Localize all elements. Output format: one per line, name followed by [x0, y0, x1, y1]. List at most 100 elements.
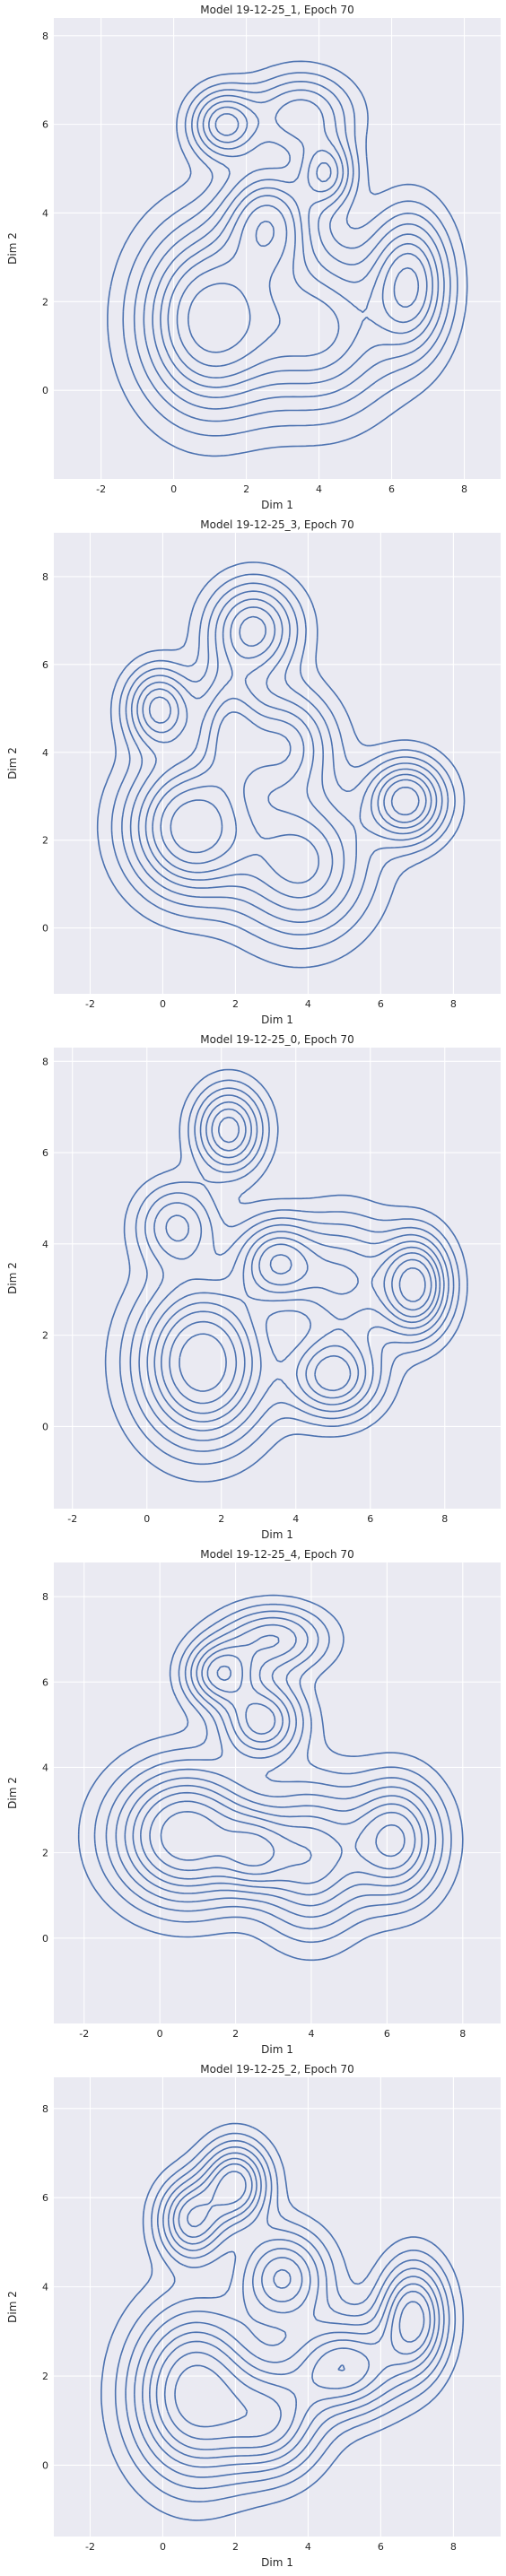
y-tick-label: 8 [42, 571, 48, 583]
density-contour-level-1 [107, 60, 468, 457]
x-axis-label: Dim 1 [261, 2043, 293, 2056]
density-contour-level-8 [160, 785, 420, 865]
density-contour-level-4 [129, 590, 443, 923]
density-contour-level-3 [133, 81, 451, 422]
x-tick-label: 8 [459, 2028, 466, 2040]
chart-panel-2: -2 0 2 4 6 8 0 2 4 6 8 Model 19-12-25_3, Epoch 70 … [0, 515, 506, 1033]
density-contour-level-2 [122, 72, 458, 437]
x-tick-label: 4 [316, 483, 322, 495]
density-contour-level-5 [136, 598, 438, 911]
x-tick-label: 0 [157, 2028, 163, 2040]
y-tick-label: 8 [42, 1056, 48, 1067]
chart-title: Model 19-12-25_2, Epoch 70 [200, 2063, 353, 2076]
chart-panel-3: -2 0 2 4 6 8 0 2 4 6 8 Model 19-12-25_0, Epoch 70 … [0, 1030, 506, 1548]
y-tick-label: 4 [42, 1239, 48, 1250]
tick-labels: -2 0 2 4 6 8 0 2 4 6 8 [42, 2103, 457, 2553]
x-tick-label: 2 [232, 2028, 239, 2040]
chart-panel-1: -2 0 2 4 6 8 0 2 4 6 8 Model 19-12-25_1, Epoch 70 … [0, 0, 506, 518]
x-tick-label: 6 [378, 998, 384, 1010]
density-contour-level-2 [114, 2132, 457, 2502]
tick-labels: -2 0 2 4 6 8 0 2 4 6 8 [42, 30, 467, 495]
y-tick-label: 0 [42, 1421, 48, 1432]
density-contour-level-1 [104, 1068, 468, 1483]
x-tick-label: 8 [441, 1513, 448, 1525]
x-tick-label: -2 [67, 1513, 77, 1525]
chart-title: Model 19-12-25_1, Epoch 70 [200, 4, 353, 16]
density-contour-level-8 [149, 1665, 406, 1875]
density-contour-level-4 [134, 2145, 445, 2478]
y-tick-label: 6 [42, 119, 48, 131]
density-contour-level-2 [118, 1079, 460, 1466]
x-tick-label: 4 [292, 1513, 299, 1525]
x-tick-label: 2 [218, 1513, 224, 1525]
density-contour-level-6 [149, 2157, 436, 2459]
y-tick-label: 8 [42, 2103, 48, 2115]
density-contour-level-4 [115, 1616, 437, 1919]
density-contour-level-3 [121, 582, 449, 936]
density-contour-level-9 [170, 799, 223, 854]
y-axis-label: Dim 2 [6, 1777, 19, 1809]
y-tick-label: 0 [42, 2459, 48, 2471]
density-contour-level-1 [77, 1594, 464, 1962]
density-contours [107, 60, 468, 457]
x-tick-label: -2 [96, 483, 106, 495]
density-contour-level-1 [96, 561, 466, 969]
density-contour-level-8 [169, 1254, 432, 1405]
density-contour-level-3 [105, 1610, 444, 1930]
y-axis-label: Dim 2 [6, 232, 19, 265]
y-tick-label: 4 [42, 207, 48, 219]
density-contour-level-1 [100, 2122, 465, 2521]
x-tick-label: -2 [85, 998, 95, 1010]
x-tick-label: 2 [232, 2541, 239, 2553]
x-tick-label: 0 [170, 483, 177, 495]
y-tick-label: 4 [42, 2282, 48, 2293]
density-contour-level-7 [161, 1116, 437, 1414]
density-contour-level-4 [143, 89, 445, 410]
y-tick-label: 2 [42, 1848, 48, 1859]
density-contour-level-6 [153, 1108, 441, 1423]
x-tick-label: 8 [450, 2541, 457, 2553]
x-tick-label: 4 [305, 998, 311, 1010]
density-contour-level-5 [142, 2152, 441, 2468]
tick-labels: -2 0 2 4 6 8 0 2 4 6 8 [42, 571, 457, 1010]
density-contour-level-5 [124, 1623, 430, 1907]
density-contour-level-7 [155, 2163, 432, 2450]
density-contour-level-5 [146, 1101, 445, 1432]
x-axis-label: Dim 1 [261, 1014, 293, 1026]
density-contour-level-6 [132, 1634, 423, 1896]
y-axis-label: Dim 2 [6, 1262, 19, 1294]
y-tick-label: 8 [42, 1591, 48, 1603]
x-tick-label: 0 [160, 2541, 166, 2553]
x-tick-label: 4 [305, 2541, 311, 2553]
y-tick-label: 0 [42, 923, 48, 935]
x-tick-label: 6 [384, 2028, 390, 2040]
density-contour-level-4 [138, 1094, 449, 1441]
x-tick-label: 8 [461, 483, 467, 495]
density-contour-level-9 [160, 1811, 275, 1867]
y-tick-label: 2 [42, 2371, 48, 2382]
tick-labels: -2 0 2 4 6 8 0 2 4 6 8 [42, 1591, 466, 2040]
x-axis-label: Dim 1 [261, 2556, 293, 2569]
density-contour-level-2 [110, 573, 456, 950]
x-axis-label: Dim 1 [261, 499, 293, 511]
y-tick-label: 2 [42, 296, 48, 308]
density-contour-level-8 [163, 2171, 425, 2441]
plot-area [54, 2077, 501, 2537]
y-tick-label: 6 [42, 659, 48, 671]
x-tick-label: 6 [367, 1513, 373, 1525]
density-contour-level-7 [148, 615, 427, 884]
y-axis-label: Dim 2 [6, 747, 19, 779]
y-axis-label: Dim 2 [6, 2291, 19, 2323]
x-tick-label: -2 [79, 2028, 89, 2040]
density-contour-level-9 [188, 220, 275, 353]
density-contour-level-3 [125, 2139, 450, 2490]
density-contours [96, 561, 466, 969]
density-contour-level-9 [179, 1267, 426, 1392]
grid-lines [54, 1562, 501, 2023]
chart-panel-4: -2 0 2 4 6 8 0 2 4 6 8 Model 19-12-25_4, Epoch 70 … [0, 1545, 506, 2063]
density-contour-level-7 [167, 113, 428, 379]
plot-area [54, 533, 501, 994]
